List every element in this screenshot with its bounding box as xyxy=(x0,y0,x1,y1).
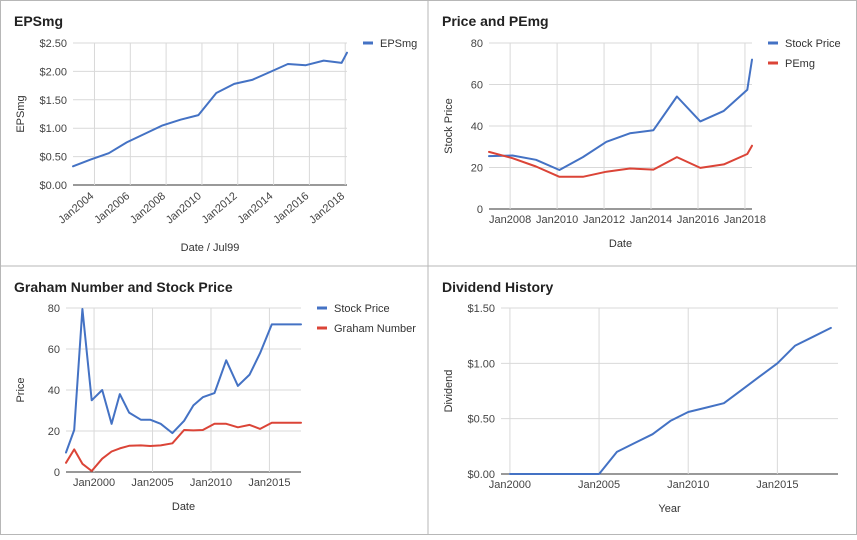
x-tick-label: Jan2004 xyxy=(56,190,96,226)
chart-title: Dividend History xyxy=(442,279,553,295)
y-tick-label: $2.00 xyxy=(39,66,67,78)
x-tick-label: Jan2014 xyxy=(630,214,672,226)
x-tick-label: Jan2000 xyxy=(73,477,115,489)
x-tick-label: Jan2010 xyxy=(164,190,204,226)
series-line-stock-price xyxy=(65,308,302,454)
legend-label: Stock Price xyxy=(785,38,841,50)
y-tick-label: 40 xyxy=(471,121,483,133)
y-tick-label: 20 xyxy=(471,163,483,175)
x-tick-label: Jan2005 xyxy=(578,479,620,491)
y-tick-label: 20 xyxy=(48,426,60,438)
y-tick-label: $0.50 xyxy=(39,152,67,164)
series-line-stock-price xyxy=(488,58,753,171)
x-tick-label: Jan2000 xyxy=(489,479,531,491)
chart-title: Price and PEmg xyxy=(442,13,549,29)
y-axis-title: Stock Price xyxy=(443,98,455,154)
y-tick-label: $0.00 xyxy=(39,180,67,192)
legend-label: Graham Number xyxy=(334,323,416,335)
y-tick-label: $1.00 xyxy=(467,358,495,370)
x-axis-title: Date xyxy=(172,501,195,513)
x-axis-title: Date xyxy=(609,238,632,250)
series-line-dividend xyxy=(508,326,832,475)
x-tick-label: Jan2016 xyxy=(677,214,719,226)
x-tick-label: Jan2015 xyxy=(756,479,798,491)
y-tick-label: $0.50 xyxy=(467,414,495,426)
x-tick-label: Jan2012 xyxy=(583,214,625,226)
x-tick-label: Jan2010 xyxy=(667,479,709,491)
x-tick-label: Jan2018 xyxy=(724,214,766,226)
x-tick-label: Jan2005 xyxy=(131,477,173,489)
chart-title: Graham Number and Stock Price xyxy=(14,279,233,295)
y-tick-label: 0 xyxy=(477,204,483,216)
x-tick-label: Jan2010 xyxy=(190,477,232,489)
y-tick-label: 0 xyxy=(54,467,60,479)
x-tick-label: Jan2015 xyxy=(248,477,290,489)
series-line-epsmg xyxy=(72,51,348,168)
chart-panel-1: EPSmg $0.00 $0.50 $1.00 $1.50 $2.00 $2.50 Jan20… xyxy=(14,13,417,254)
x-axis-title: Year xyxy=(658,503,681,515)
y-tick-label: $1.50 xyxy=(467,303,495,315)
series-line-graham-number xyxy=(65,421,302,472)
series-line-pemg xyxy=(488,144,753,178)
legend-label: EPSmg xyxy=(380,38,417,50)
x-tick-label: Jan2012 xyxy=(200,190,240,226)
x-tick-label: Jan2018 xyxy=(307,190,347,226)
x-tick-label: Jan2006 xyxy=(92,190,132,226)
chart-panel-3: Graham Number and Stock Price 0 20 40 60 80 Ja… xyxy=(14,279,416,513)
y-tick-label: 60 xyxy=(471,80,483,92)
x-tick-label: Jan2014 xyxy=(235,190,275,226)
chart-title: EPSmg xyxy=(14,13,63,29)
y-axis-title: Price xyxy=(15,377,27,402)
y-tick-label: $2.50 xyxy=(39,38,67,50)
y-tick-label: $1.50 xyxy=(39,95,67,107)
y-axis-title: Dividend xyxy=(443,370,455,413)
y-tick-label: $1.00 xyxy=(39,123,67,135)
x-tick-label: Jan2010 xyxy=(536,214,578,226)
x-tick-label: Jan2008 xyxy=(489,214,531,226)
x-axis-title: Date / Jul99 xyxy=(181,242,240,254)
y-tick-label: 80 xyxy=(48,303,60,315)
legend-label: Stock Price xyxy=(334,303,390,315)
y-tick-label: 80 xyxy=(471,38,483,50)
chart-panel-4: Dividend History $0.00 $0.50 $1.00 $1.50 Jan2… xyxy=(442,279,838,515)
y-tick-label: $0.00 xyxy=(467,469,495,481)
y-axis-title: EPSmg xyxy=(15,95,27,132)
x-tick-label: Jan2016 xyxy=(271,190,311,226)
x-tick-label: Jan2008 xyxy=(128,190,168,226)
y-tick-label: 40 xyxy=(48,385,60,397)
y-tick-label: 60 xyxy=(48,344,60,356)
legend-label: PEmg xyxy=(785,58,815,70)
chart-panel-2: Price and PEmg 0 20 40 60 80 Jan2008 Jan2010 Jan… xyxy=(442,13,841,250)
